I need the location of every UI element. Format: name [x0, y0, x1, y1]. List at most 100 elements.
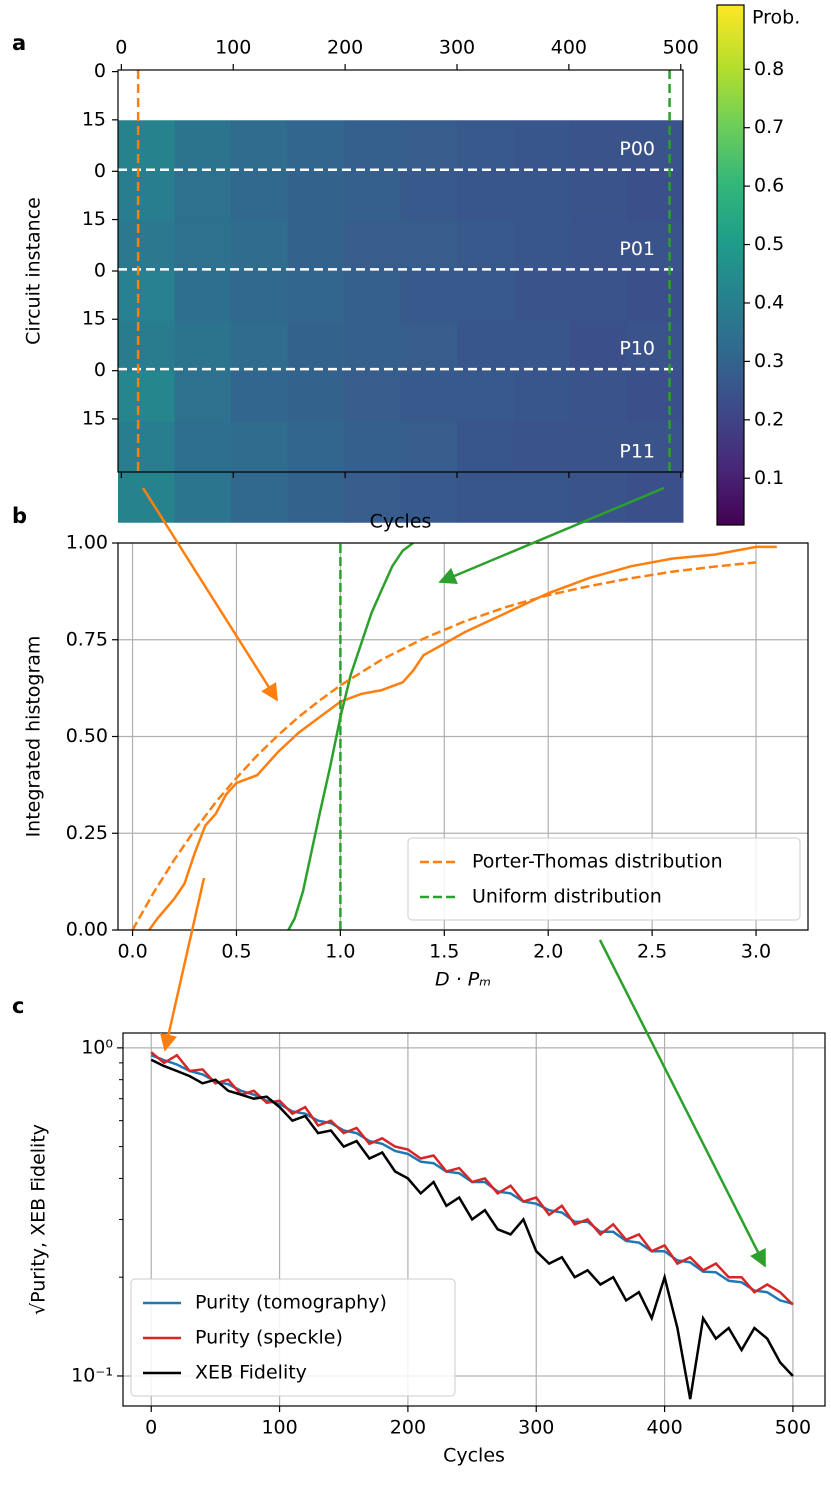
- heatmap-cell: [626, 271, 684, 322]
- x-axis-label: Cycles: [370, 511, 432, 533]
- heatmap-cell: [570, 120, 627, 171]
- series-line: [150, 1051, 794, 1306]
- y-tick-label: 0.25: [66, 822, 108, 844]
- heatmap-cell: [344, 371, 401, 423]
- panel-label: a: [12, 31, 26, 55]
- legend-box: [130, 1278, 456, 1397]
- colorbar-tick-label: 0.7: [754, 116, 784, 138]
- y-axis-label: √Purity, XEB Fidelity: [28, 1124, 50, 1315]
- heatmap-cell: [118, 371, 175, 423]
- heatmap-cell: [400, 321, 458, 372]
- heatmap-cell: [626, 170, 684, 222]
- colorbar-tick-label: 0.3: [754, 350, 784, 372]
- x-tick-label: 100: [261, 1417, 297, 1439]
- y-tick-label: 0.75: [66, 628, 108, 650]
- y-axis-label: Integrated histogram: [23, 636, 45, 838]
- colorbar-label: Prob.: [752, 7, 800, 29]
- colorbar-tick-label: 0.8: [754, 58, 784, 80]
- legend-label: Uniform distribution: [472, 886, 662, 908]
- x-axis-label: D · Pₘ: [435, 969, 491, 991]
- y-tick-label: 0: [94, 60, 106, 82]
- arrow: [438, 486, 665, 584]
- y-tick-label: 0.00: [66, 919, 108, 941]
- series-line: [150, 1058, 794, 1400]
- heatmap-cell: [570, 371, 627, 423]
- plot-frame: [117, 542, 809, 931]
- heatmap-cell: [174, 170, 232, 222]
- y-tick-label: 15: [82, 108, 106, 130]
- heatmap-cell: [400, 472, 458, 523]
- series-line: [287, 543, 414, 930]
- heatmap-cell: [570, 321, 627, 372]
- x-axis-label: Cycles: [443, 1445, 505, 1467]
- heatmap-cell: [626, 321, 684, 372]
- heatmap-cell: [174, 472, 232, 523]
- heatmap-cell: [344, 120, 401, 171]
- heatmap-cell: [457, 271, 514, 322]
- arrow: [159, 877, 206, 1052]
- heatmap-cell: [400, 120, 458, 171]
- heatmap-cell: [457, 421, 514, 473]
- heatmap-cell: [513, 472, 571, 523]
- heatmap-cell: [287, 421, 345, 473]
- heatmap-cell: [457, 220, 514, 272]
- x-tick-label: 200: [327, 37, 363, 59]
- heatmap-cell: [513, 271, 571, 322]
- heatmap-cell: [570, 421, 627, 473]
- heatmap-cell: [400, 421, 458, 473]
- x-tick-label: 300: [439, 37, 475, 59]
- heatmap-cell: [174, 421, 232, 473]
- colorbar-tick-label: 0.2: [754, 408, 784, 430]
- arrow: [141, 487, 279, 702]
- heatmap-cell: [287, 271, 345, 322]
- heatmap-cell: [513, 220, 571, 272]
- heatmap-cell: [344, 271, 401, 322]
- heatmap-cell: [457, 321, 514, 372]
- heatmap-cell: [118, 472, 175, 523]
- heatmap-cell: [287, 371, 345, 423]
- heatmap-cell: [287, 220, 345, 272]
- heatmap-cell: [457, 170, 514, 222]
- heatmap-cell: [626, 371, 684, 423]
- heatmap-cell: [513, 170, 571, 222]
- heatmap-cell: [174, 321, 232, 372]
- heatmap-cell: [118, 120, 175, 171]
- block-label: P01: [619, 238, 655, 260]
- legend-box: [407, 837, 801, 921]
- heatmap-cell: [626, 220, 684, 272]
- heatmap-cell: [231, 220, 288, 272]
- heatmap-cell: [626, 472, 684, 523]
- heatmap-cell: [174, 271, 232, 322]
- x-tick-label: 400: [646, 1417, 682, 1439]
- heatmap-cell: [287, 170, 345, 222]
- x-tick-label: 300: [518, 1417, 554, 1439]
- x-tick-label: 100: [215, 37, 251, 59]
- heatmap-cell: [570, 220, 627, 272]
- heatmap-cell: [400, 220, 458, 272]
- heatmap-cell: [626, 120, 684, 171]
- block-label: P10: [619, 338, 655, 360]
- heatmap-cell: [513, 371, 571, 423]
- heatmap-cell: [174, 220, 232, 272]
- heatmap-cell: [400, 271, 458, 322]
- heatmap-cell: [400, 371, 458, 423]
- x-tick-label: 3.0: [741, 941, 771, 963]
- y-tick-label: 15: [82, 208, 106, 230]
- heatmap-cell: [344, 472, 401, 523]
- heatmap-cell: [231, 472, 288, 523]
- colorbar: [716, 4, 745, 526]
- legend-label: Porter-Thomas distribution: [472, 851, 723, 873]
- y-tick-label: 10⁻¹: [71, 1364, 113, 1386]
- heatmap-cell: [231, 120, 288, 171]
- heatmap-cell: [287, 321, 345, 372]
- panel-label: b: [12, 504, 27, 528]
- y-tick-label: 0: [94, 160, 106, 182]
- heatmap-cell: [231, 321, 288, 372]
- legend-label: Purity (tomography): [195, 1292, 387, 1314]
- heatmap-cell: [231, 371, 288, 423]
- colorbar-tick-label: 0.5: [754, 233, 784, 255]
- heatmap-cell: [231, 421, 288, 473]
- y-tick-label: 0: [94, 260, 106, 282]
